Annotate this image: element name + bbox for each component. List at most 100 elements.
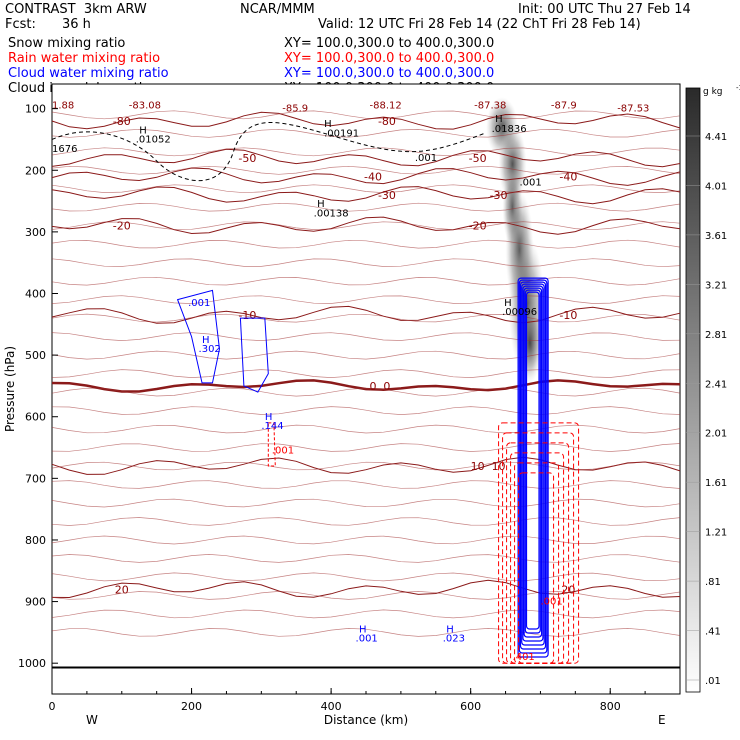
temperature-contour-label: 0 <box>383 380 390 393</box>
cloud-ice-contour <box>51 122 485 182</box>
contour-value-label: H <box>446 624 454 635</box>
field-rain-xy: XY= 100.0,300.0 to 400.0,300.0 <box>284 51 495 66</box>
contour-value-label: H <box>504 298 512 309</box>
temperature-contour-line <box>51 387 681 397</box>
y-tick-label: 1000 <box>18 657 46 670</box>
contour-value-label: .023 <box>443 634 465 645</box>
temperature-contour-label: -20 <box>113 220 131 233</box>
contour-value-label: .00138 <box>314 208 349 219</box>
temperature-contour-label: -20 <box>469 220 487 233</box>
temperature-contour-line <box>51 276 681 286</box>
temperature-contour-line <box>51 379 681 393</box>
cloud-water-contour <box>522 285 544 642</box>
init-time: Init: 00 UTC Thu 27 Feb 14 <box>518 2 691 17</box>
contour-value-label: .302 <box>199 344 221 355</box>
valid-time: Valid: 12 UTC Fri 28 Feb 14 (22 ChT Fri … <box>318 17 641 32</box>
field-cloudwater-xy: XY= 100.0,300.0 to 400.0,300.0 <box>284 66 495 81</box>
y-tick-label: 700 <box>25 472 46 485</box>
temperature-contour-label: -10 <box>238 309 256 322</box>
field-cloudwater-name: Cloud water mixing ratio <box>8 66 169 81</box>
temperature-contour-line <box>51 111 681 130</box>
temperature-contour-line <box>51 128 681 138</box>
temperature-contour-line <box>51 216 681 235</box>
mixing-ratio-contours <box>51 122 580 664</box>
temperature-contour-line <box>51 295 681 304</box>
temperature-contour-line <box>51 165 681 175</box>
temperature-contour-label: -10 <box>559 309 577 322</box>
y-tick-label: 200 <box>25 164 46 177</box>
temperature-contour-line <box>51 517 681 526</box>
center-title: NCAR/MMM <box>240 2 315 17</box>
temperature-contour-line <box>51 147 681 157</box>
temperature-contour-line <box>51 202 681 212</box>
y-tick-label: 100 <box>25 103 46 116</box>
colorbar-label: .01 <box>705 676 721 687</box>
contour-value-label: .01836 <box>492 124 527 135</box>
cloud-water-contour <box>525 291 540 630</box>
temperature-contour-line <box>51 579 681 599</box>
x-tick-label: 0 <box>49 700 56 713</box>
colorbar-label: 1.61 <box>705 478 727 489</box>
temperature-contour-line <box>51 461 681 471</box>
colorbar-label: 4.01 <box>705 181 727 192</box>
contour-value-label: .001 <box>415 153 437 164</box>
colorbar-scale <box>685 87 701 693</box>
cloud-water-contour <box>519 281 547 650</box>
contour-value-label: .001 <box>188 298 210 309</box>
colorbar-unit-exponent: -1 <box>736 84 740 92</box>
temperature-contour-line <box>51 572 681 582</box>
colorbar-label: 3.61 <box>705 231 727 242</box>
y-tick-label: 500 <box>25 349 46 362</box>
x-tick-label: 200 <box>181 700 202 713</box>
temperature-contour-line <box>51 110 681 120</box>
temperature-contour-line <box>51 498 681 508</box>
colorbar-label: 4.41 <box>705 132 727 143</box>
contour-value-label: .001 <box>272 446 294 457</box>
contour-value-label: H <box>324 119 332 130</box>
contour-value-label: .01052 <box>136 135 171 146</box>
colorbar-label: .41 <box>705 627 721 638</box>
axes: 0 200 400 600 800100200300400500600700800900… <box>3 103 681 727</box>
x-tick-label: 600 <box>460 700 481 713</box>
temperature-contour-line <box>51 258 681 268</box>
cloud-water-contour <box>521 283 545 646</box>
contour-value-label: H <box>359 624 367 635</box>
contour-value-label: -85.9 <box>282 104 308 115</box>
temperature-contour-line <box>51 167 681 186</box>
temperature-contour-line <box>51 186 681 205</box>
y-tick-label: 300 <box>25 226 46 239</box>
temperature-contour-label: -30 <box>378 189 396 202</box>
rain-water-contour <box>518 472 555 664</box>
temperature-contour-line <box>51 424 681 434</box>
colorbar-label: 1.21 <box>705 528 727 539</box>
field-rain-name: Rain water mixing ratio <box>8 51 161 66</box>
contour-value-label: -87.9 <box>551 101 577 112</box>
cloud-water-contour <box>524 289 541 634</box>
temperature-contour-line <box>51 443 681 452</box>
temperature-contour-line <box>51 184 681 194</box>
contour-value-label: -83.08 <box>129 101 161 112</box>
temperature-contours: -80 -80-50 -50-40 -40-30-30-20 -20-10 -100 010… <box>51 110 681 637</box>
temperature-contour-line <box>51 609 681 619</box>
contour-value-label: .144 <box>261 421 283 432</box>
y-tick-label: 400 <box>25 287 46 300</box>
cloud-water-contour <box>239 317 269 393</box>
contour-value-label: -87.53 <box>617 104 649 115</box>
x-tick-label: 800 <box>600 700 621 713</box>
temperature-contour-label: 10 <box>471 460 485 473</box>
temperature-contour-line <box>51 480 681 489</box>
rain-water-contour <box>267 422 276 467</box>
contour-value-label: H <box>202 335 210 346</box>
model-title: CONTRAST 3km ARW <box>5 2 147 17</box>
contour-value-label: .001 <box>520 178 542 189</box>
temperature-contour-line <box>51 406 681 415</box>
temperature-contour-line <box>51 221 681 231</box>
contour-value-label: -87.38 <box>474 101 506 112</box>
y-tick-label: 800 <box>25 534 46 547</box>
x-tick-label: 400 <box>321 700 342 713</box>
temperature-contour-line <box>51 591 681 600</box>
contour-value-label: .001 <box>540 597 562 608</box>
cloud-water-contour <box>176 289 220 384</box>
temperature-contour-label: -80 <box>113 115 131 128</box>
